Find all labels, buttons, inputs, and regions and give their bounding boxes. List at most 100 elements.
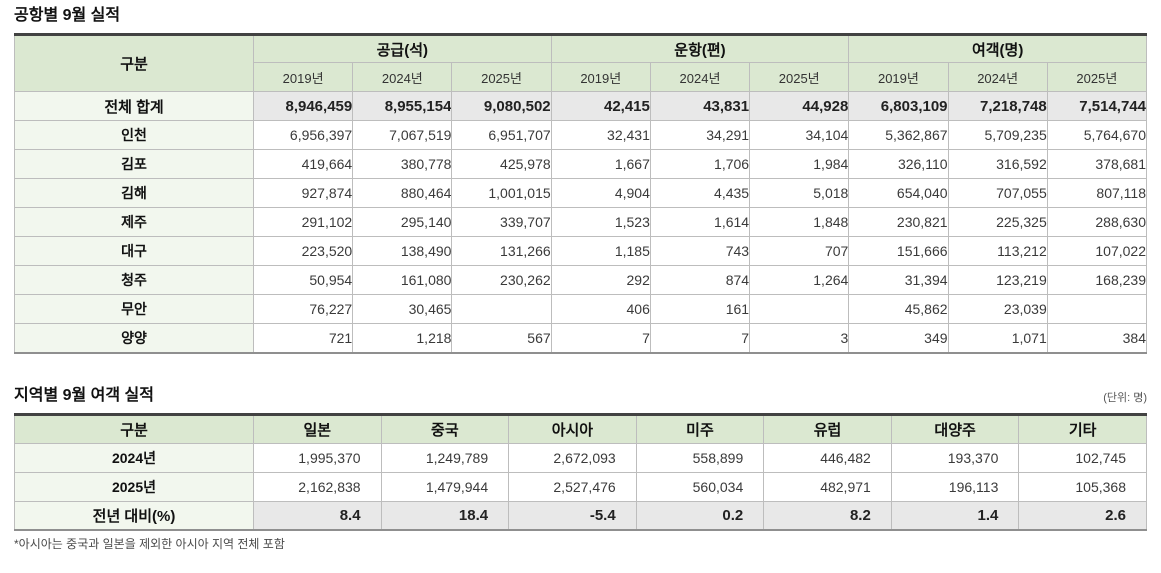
data-cell	[451, 294, 552, 324]
data-cell: 5,018	[749, 178, 850, 208]
data-cell: 34,104	[749, 120, 850, 150]
data-cell: 45,862	[848, 294, 949, 324]
table-row: 인천 6,956,397 7,067,519 6,951,707 32,431 34,29…	[14, 120, 1148, 150]
data-cell: 42,415	[550, 91, 651, 121]
data-cell: 8,946,459	[252, 91, 354, 121]
row-label: 김포	[14, 149, 254, 179]
data-cell: 105,368	[1018, 471, 1147, 502]
data-cell: 193,370	[890, 442, 1020, 473]
data-cell: 8.2	[763, 500, 892, 531]
row-label: 김해	[14, 178, 254, 208]
data-cell: 0.2	[635, 500, 765, 531]
data-cell: 707,055	[947, 178, 1048, 208]
report-page: 공항별 9월 실적 구분 공급(석) 운항(편) 여객(명) 2019년 2024년 202…	[14, 7, 1148, 551]
data-cell: 138,490	[352, 236, 453, 266]
row-label: 2024년	[14, 442, 254, 473]
data-cell: 560,034	[635, 471, 765, 502]
data-cell: 76,227	[252, 294, 354, 324]
data-cell: 7,067,519	[352, 120, 453, 150]
data-cell: 34,291	[649, 120, 751, 150]
data-cell: 50,954	[252, 265, 354, 295]
data-cell: 9,080,502	[451, 91, 552, 121]
table-row: 김포 419,664 380,778 425,978 1,667 1,706 1,984 32…	[14, 149, 1148, 179]
corner-header: 구분	[14, 413, 254, 444]
airport-performance-table: 구분 공급(석) 운항(편) 여객(명) 2019년 2024년 2025년 2019년 202…	[14, 33, 1148, 354]
table-row: 대구 223,520 138,490 131,266 1,185 743 707 151,66…	[14, 236, 1148, 266]
data-cell: 230,821	[848, 207, 949, 237]
data-cell: 161,080	[352, 265, 453, 295]
data-cell: 316,592	[947, 149, 1048, 179]
data-cell: 339,707	[451, 207, 552, 237]
data-cell: 1,984	[749, 149, 850, 179]
data-cell: 6,956,397	[252, 120, 354, 150]
year-header: 2024년	[352, 62, 453, 92]
data-cell: 4,904	[550, 178, 651, 208]
data-cell: -5.4	[508, 500, 637, 531]
data-cell	[749, 294, 850, 324]
data-cell: 558,899	[635, 442, 765, 473]
row-label: 청주	[14, 265, 254, 295]
data-cell: 1.4	[890, 500, 1020, 531]
data-cell: 230,262	[451, 265, 552, 295]
data-cell: 7	[550, 323, 651, 353]
data-cell: 707	[749, 236, 850, 266]
data-cell: 295,140	[352, 207, 453, 237]
data-cell: 151,666	[848, 236, 949, 266]
data-cell: 7,514,744	[1046, 91, 1148, 121]
data-cell: 807,118	[1046, 178, 1148, 208]
data-cell: 1,614	[649, 207, 751, 237]
data-cell: 1,479,944	[380, 471, 510, 502]
table-row: 청주 50,954 161,080 230,262 292 874 1,264 31,394 1…	[14, 265, 1148, 295]
data-cell: 1,667	[550, 149, 651, 179]
row-label: 양양	[14, 323, 254, 353]
year-header: 2024년	[947, 62, 1048, 92]
data-cell: 43,831	[649, 91, 751, 121]
data-cell: 288,630	[1046, 207, 1148, 237]
data-cell: 349	[848, 323, 949, 353]
data-cell: 406	[550, 294, 651, 324]
data-cell: 1,706	[649, 149, 751, 179]
data-cell: 378,681	[1046, 149, 1148, 179]
data-cell: 425,978	[451, 149, 552, 179]
table-row: 2025년 2,162,838 1,479,944 2,527,476 560,034 4…	[14, 471, 1147, 502]
data-cell: 1,848	[749, 207, 850, 237]
row-label: 인천	[14, 120, 254, 150]
row-label: 전체 합계	[14, 91, 254, 121]
data-cell: 1,218	[352, 323, 453, 353]
column-header: 중국	[380, 413, 510, 444]
table-row: 무안 76,227 30,465 406 161 45,862 23,039	[14, 294, 1148, 324]
data-cell: 2,672,093	[508, 442, 637, 473]
data-cell: 113,212	[947, 236, 1048, 266]
data-cell: 743	[649, 236, 751, 266]
data-cell: 5,362,867	[848, 120, 949, 150]
data-cell: 1,264	[749, 265, 850, 295]
row-label: 무안	[14, 294, 254, 324]
year-header: 2024년	[649, 62, 751, 92]
data-cell: 927,874	[252, 178, 354, 208]
data-cell: 131,266	[451, 236, 552, 266]
data-cell: 196,113	[890, 471, 1020, 502]
data-cell: 44,928	[749, 91, 850, 121]
row-label: 전년 대비(%)	[14, 500, 254, 531]
data-cell: 291,102	[252, 207, 354, 237]
data-cell: 123,219	[947, 265, 1048, 295]
data-cell: 2,527,476	[508, 471, 637, 502]
data-cell: 31,394	[848, 265, 949, 295]
year-header: 2025년	[1046, 62, 1148, 92]
table-row: 전년 대비(%) 8.4 18.4 -5.4 0.2 8.2 1.4 2.6	[14, 500, 1147, 531]
data-cell: 1,523	[550, 207, 651, 237]
column-header: 아시아	[508, 413, 637, 444]
asia-footnote: *아시아는 중국과 일본을 제외한 아시아 지역 전체 포함	[14, 537, 285, 551]
region-table-title: 지역별 9월 여객 실적	[14, 386, 154, 404]
column-header: 유럽	[763, 413, 892, 444]
data-cell: 1,249,789	[380, 442, 510, 473]
data-cell: 23,039	[947, 294, 1048, 324]
data-cell: 30,465	[352, 294, 453, 324]
table-row: 2024년 1,995,370 1,249,789 2,672,093 558,899 4…	[14, 442, 1147, 473]
data-cell: 32,431	[550, 120, 651, 150]
data-cell: 567	[451, 323, 552, 353]
region-section-heading: 지역별 9월 여객 실적 (단위: 명)	[14, 386, 1147, 405]
column-header: 일본	[253, 413, 382, 444]
data-cell: 7	[649, 323, 751, 353]
data-cell: 1,185	[550, 236, 651, 266]
